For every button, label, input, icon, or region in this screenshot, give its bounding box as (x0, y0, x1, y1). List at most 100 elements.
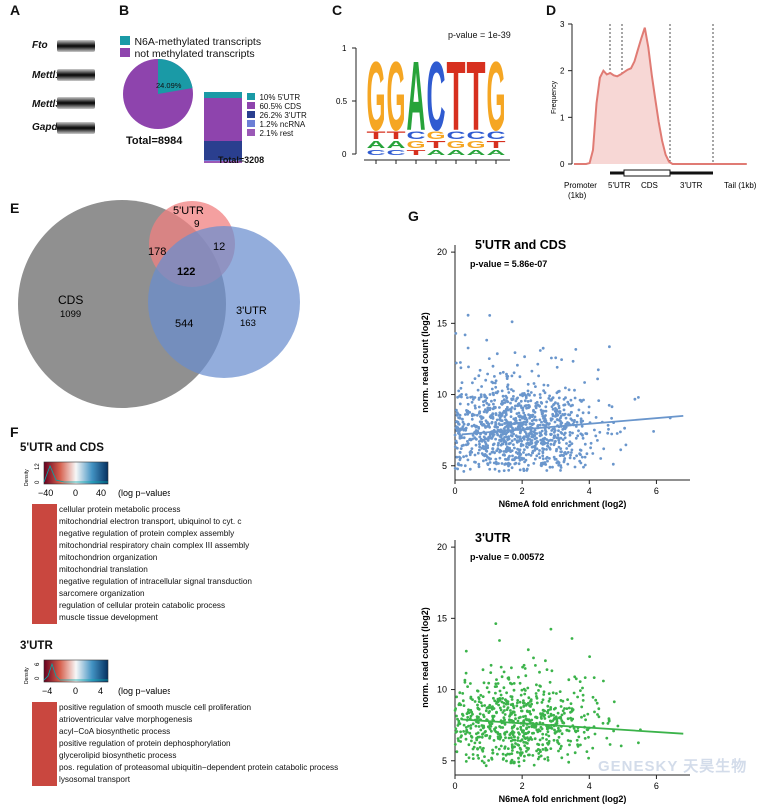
scatter-point (505, 372, 508, 376)
venn-count-5utr-3utr: 12 (213, 241, 225, 253)
scatter-point (619, 744, 623, 748)
scatter-point (454, 707, 457, 711)
scatter-point (569, 702, 573, 705)
scatter-point (494, 421, 497, 424)
scatter-point (464, 737, 468, 741)
scatter-point (566, 400, 570, 404)
logo-letter: G (487, 42, 506, 152)
scatter-point (520, 456, 523, 460)
scatter-point (530, 369, 534, 373)
scatter-point (575, 420, 579, 424)
scatter-point (513, 738, 517, 742)
scatter-point (548, 394, 551, 398)
scatter-point (546, 710, 549, 714)
scatter-point (559, 466, 563, 469)
scatter-point (487, 759, 490, 762)
logo-letter: A (407, 42, 426, 152)
scatter-point (549, 726, 552, 730)
scatter-point (476, 689, 480, 693)
go-term-label: lysosomal transport (59, 775, 130, 784)
scatter-point (524, 703, 528, 707)
scatter-point (514, 404, 517, 408)
scatter-point (492, 696, 495, 700)
scatter-point (513, 446, 516, 450)
go-term-pvalue-swatch (32, 702, 57, 714)
scatter-point (549, 706, 553, 709)
scatter-point (455, 413, 459, 417)
scatter-point (567, 444, 571, 448)
scatter-point (503, 422, 506, 425)
scatter-point (479, 693, 483, 697)
scatter-point (572, 420, 576, 424)
scatter-point (579, 399, 583, 403)
scatter-point (540, 461, 543, 465)
scatter-point (469, 682, 472, 685)
scatter-point (492, 402, 495, 406)
scatter-point (467, 708, 470, 712)
scatter-point (547, 734, 551, 738)
scatter-point (484, 425, 487, 428)
scatter-point (544, 457, 548, 460)
scatter-point (511, 454, 514, 458)
scatter-point (598, 430, 602, 434)
scatter-point (466, 440, 469, 443)
scatter-point (493, 398, 496, 402)
scatter-point (493, 381, 497, 385)
scatter-point (463, 427, 467, 431)
scatter-point (605, 736, 609, 740)
panel-letter-g: G (408, 208, 419, 224)
scatter-point (539, 441, 543, 445)
scatter-point (612, 700, 616, 704)
density-ytick: 2 (560, 67, 565, 76)
scatter-point (561, 413, 565, 416)
go-term-row: mitochondrial electron transport, ubiqui… (32, 516, 409, 528)
scatter-point (541, 412, 544, 415)
scatter-point (496, 731, 500, 734)
scatter-point (466, 313, 470, 317)
go-term-color-cell (57, 504, 409, 516)
scatter-point (455, 750, 459, 754)
scatter-point (529, 454, 533, 457)
scatter-point (487, 690, 491, 694)
scatter-point (517, 456, 521, 460)
go-term-pvalue-swatch (32, 612, 57, 624)
scatter-point (484, 378, 488, 382)
go-term-pvalue-swatch (32, 504, 57, 516)
scatter-point (552, 707, 556, 711)
scatter-point (506, 437, 510, 441)
scatter-point (557, 742, 561, 746)
scatter-point (532, 382, 536, 385)
scatter-point (570, 442, 574, 445)
scatter-point (511, 749, 514, 752)
scatter-point (526, 648, 530, 652)
scatter-point (596, 439, 599, 442)
go-term-color-cell (57, 702, 409, 714)
scatter-point (584, 718, 587, 722)
scatter-point (506, 421, 509, 424)
scatter-point (546, 704, 550, 708)
scatter-point (491, 450, 495, 454)
scatter-point (473, 404, 477, 408)
logo-letter: T (467, 42, 486, 152)
scatter-point (470, 417, 474, 421)
scatter-point (534, 692, 538, 695)
scatter-point (536, 403, 540, 407)
scatter-point (544, 420, 547, 424)
color-key-tick: 40 (96, 488, 106, 498)
scatter-point (544, 409, 548, 413)
scatter-point (461, 420, 465, 424)
scatter-point (548, 422, 551, 425)
density-line (574, 27, 747, 165)
scatter-point (511, 738, 515, 742)
scatter-point (453, 445, 457, 449)
scatter-point (502, 427, 506, 430)
scatter-point (545, 400, 549, 404)
scatter-xlabel: N6meA fold enrichment (log2) (499, 794, 627, 804)
scatter-point (588, 655, 591, 658)
scatter-point (535, 442, 538, 446)
blot-band-fto (57, 40, 95, 52)
color-key-unit: (log p−values) (118, 488, 170, 498)
scatter-point (553, 728, 556, 732)
scatter-point (467, 365, 470, 369)
scatter-point (557, 726, 560, 730)
